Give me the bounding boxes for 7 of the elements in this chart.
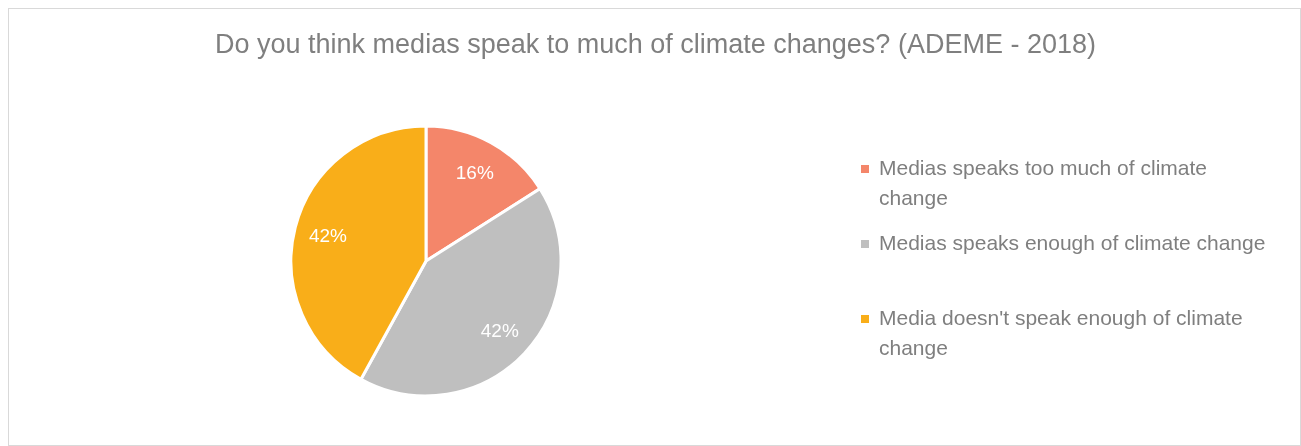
data-label: 42% bbox=[308, 225, 348, 247]
data-label: 42% bbox=[480, 319, 519, 341]
legend-label: Medias speaks enough of climate change bbox=[879, 230, 1267, 256]
legend-label: Media doesn't speak enough of climate change bbox=[879, 305, 1244, 361]
chart-title: Do you think medias speak to much of climate changes? (ADEME - 2018) bbox=[214, 29, 1097, 60]
legend-label: Medias speaks too much of climate change bbox=[879, 155, 1208, 211]
data-label: 16% bbox=[455, 161, 494, 183]
